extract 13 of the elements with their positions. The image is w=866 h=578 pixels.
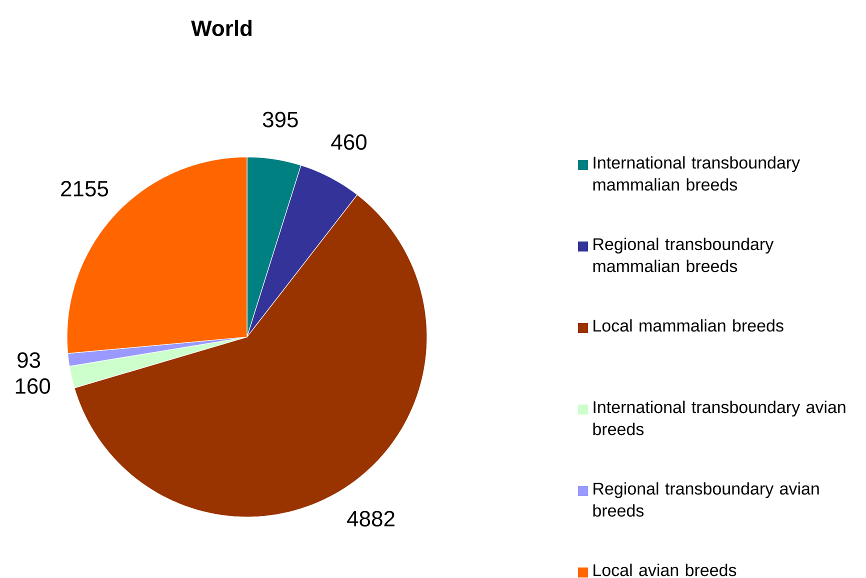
chart-title: World <box>191 20 252 36</box>
data-label: 93 <box>18 352 40 368</box>
data-label: 395 <box>262 112 298 128</box>
data-label: 4882 <box>347 510 394 526</box>
legend-label: Regional transboundary mammalian breeds <box>593 238 774 272</box>
data-label: 160 <box>16 378 50 394</box>
legend-label: Local avian breeds <box>594 564 736 576</box>
data-label: 2155 <box>61 180 108 197</box>
legend-label: Local mammalian breeds <box>594 319 784 332</box>
legend-label: Regional transboundary avian breeds <box>593 482 819 517</box>
legend-label: International transboundary avian breeds <box>593 400 846 436</box>
data-label: 460 <box>331 134 366 150</box>
legend-label: International transboundary mammalian breeds <box>593 156 800 191</box>
